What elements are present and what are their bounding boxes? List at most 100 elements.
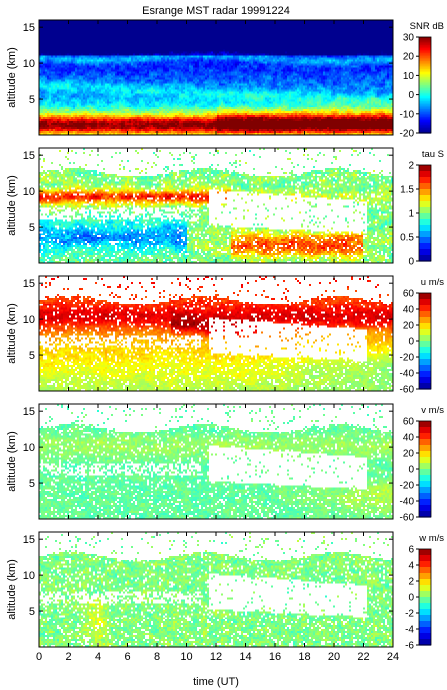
figure-title: Esrange MST radar 19991224	[142, 5, 290, 17]
colorbar-segment	[419, 117, 431, 120]
colorbar-tick-label: 0.5	[400, 233, 414, 244]
colorbar-tick-label: 0	[408, 337, 414, 348]
colorbar-segment	[419, 171, 431, 178]
colorbar-segment	[419, 104, 431, 107]
x-tick-label: 12	[210, 651, 222, 663]
colorbar-segment	[419, 56, 431, 59]
y-tick-label: 10	[23, 570, 35, 582]
colorbar-tick-label: 10	[403, 71, 415, 82]
colorbar-segment	[419, 359, 431, 366]
x-tick-label: 24	[387, 651, 399, 663]
colorbar-segment	[419, 445, 431, 452]
y-tick-label: 5	[29, 222, 35, 234]
colorbar-segment	[419, 131, 431, 134]
colorbar-segment	[419, 78, 431, 81]
colorbar-segment	[419, 421, 431, 428]
x-tick-label: 18	[298, 651, 310, 663]
x-tick-label: 14	[239, 651, 251, 663]
colorbar-segment	[419, 579, 431, 586]
colorbar-segment	[419, 96, 431, 99]
colorbar-tick-label: 60	[403, 289, 415, 300]
panel-3: 5 10 15 altitude (km) u m/s 60 40 20 0 -20 -40 -60	[6, 275, 444, 396]
colorbar-segment	[419, 37, 431, 40]
colorbar-segment	[419, 105, 431, 108]
colorbar-segment	[419, 41, 431, 44]
y-axis-label: altitude (km)	[6, 431, 18, 492]
colorbar-tick-label: 0	[408, 90, 414, 101]
colorbar-tick-label: -40	[400, 497, 415, 508]
colorbar-segment	[419, 88, 431, 91]
colorbar-segment	[419, 72, 431, 75]
colorbar-label: tau S	[422, 149, 444, 160]
colorbar-segment	[419, 109, 431, 112]
colorbar-segment	[419, 65, 431, 68]
colorbar-tick-label: 0	[408, 593, 414, 604]
colorbar-segment	[419, 77, 431, 80]
colorbar-segment	[419, 505, 431, 512]
colorbar-segment	[419, 621, 431, 628]
colorbar-tick-label: -40	[400, 369, 415, 380]
colorbar-segment	[419, 53, 431, 56]
colorbar-segment	[419, 311, 431, 318]
colorbar-segment	[419, 493, 431, 500]
colorbar-label: w m/s	[418, 533, 444, 544]
y-axis-label: altitude (km)	[6, 47, 18, 108]
y-tick-label: 10	[23, 314, 35, 326]
y-axis-label: altitude (km)	[6, 303, 18, 364]
colorbar-segment	[419, 115, 431, 118]
y-axis-label: altitude (km)	[6, 175, 18, 236]
colorbar-segment	[419, 231, 431, 238]
colorbar-segment	[419, 189, 431, 196]
colorbar-segment	[419, 597, 431, 604]
colorbar-segment	[419, 371, 431, 378]
colorbar-segment	[419, 129, 431, 132]
panel-2: 5 10 15 altitude (km) tau S 2 1.5 1 0.5 0	[6, 147, 444, 268]
colorbar-tick-label: -2	[405, 609, 414, 620]
colorbar-segment	[419, 639, 431, 646]
heatmap-image-1	[39, 20, 393, 135]
colorbar-segment	[419, 511, 431, 518]
colorbar-segment	[419, 83, 431, 86]
colorbar-segment	[419, 118, 431, 121]
colorbar-tick-label: -10	[400, 109, 415, 120]
colorbar-segment	[419, 255, 431, 262]
colorbar-segment	[419, 615, 431, 622]
colorbar-segment	[419, 555, 431, 562]
colorbar-tick-label: -20	[400, 481, 415, 492]
colorbar-segment	[419, 213, 431, 220]
colorbar-segment	[419, 243, 431, 250]
colorbar-segment	[419, 67, 431, 70]
colorbar-tick-label: 2	[408, 577, 414, 588]
colorbar-segment	[419, 45, 431, 48]
colorbar-tick-label: 0	[408, 465, 414, 476]
colorbar-segment	[419, 383, 431, 390]
y-tick-label: 5	[29, 606, 35, 618]
colorbar-segment	[419, 183, 431, 190]
colorbar-segment	[419, 75, 431, 78]
colorbar-segment	[419, 80, 431, 83]
colorbar-segment	[419, 433, 431, 440]
colorbar-segment	[419, 567, 431, 574]
colorbar-segment	[419, 126, 431, 129]
x-tick-label: 20	[328, 651, 340, 663]
colorbar-tick-label: 30	[403, 33, 415, 44]
colorbar-tick-label: -60	[400, 513, 415, 524]
colorbar-segment	[419, 48, 431, 51]
x-tick-label: 0	[36, 651, 42, 663]
colorbar-tick-label: -6	[405, 641, 414, 652]
colorbar-segment	[419, 627, 431, 634]
x-tick-label: 2	[65, 651, 71, 663]
x-axis-label: time (UT)	[193, 676, 239, 688]
colorbar-segment	[419, 293, 431, 300]
colorbar-segment	[419, 93, 431, 96]
colorbar-segment	[419, 365, 431, 372]
colorbar-tick-label: 4	[408, 561, 414, 572]
colorbar-segment	[419, 487, 431, 494]
colorbar-tick-label: -20	[400, 129, 415, 140]
colorbar-segment	[419, 249, 431, 256]
heatmap-image-4	[39, 404, 393, 519]
colorbar-segment	[419, 94, 431, 97]
colorbar-segment	[419, 113, 431, 116]
y-tick-label: 15	[23, 278, 35, 290]
colorbar-segment	[419, 341, 431, 348]
